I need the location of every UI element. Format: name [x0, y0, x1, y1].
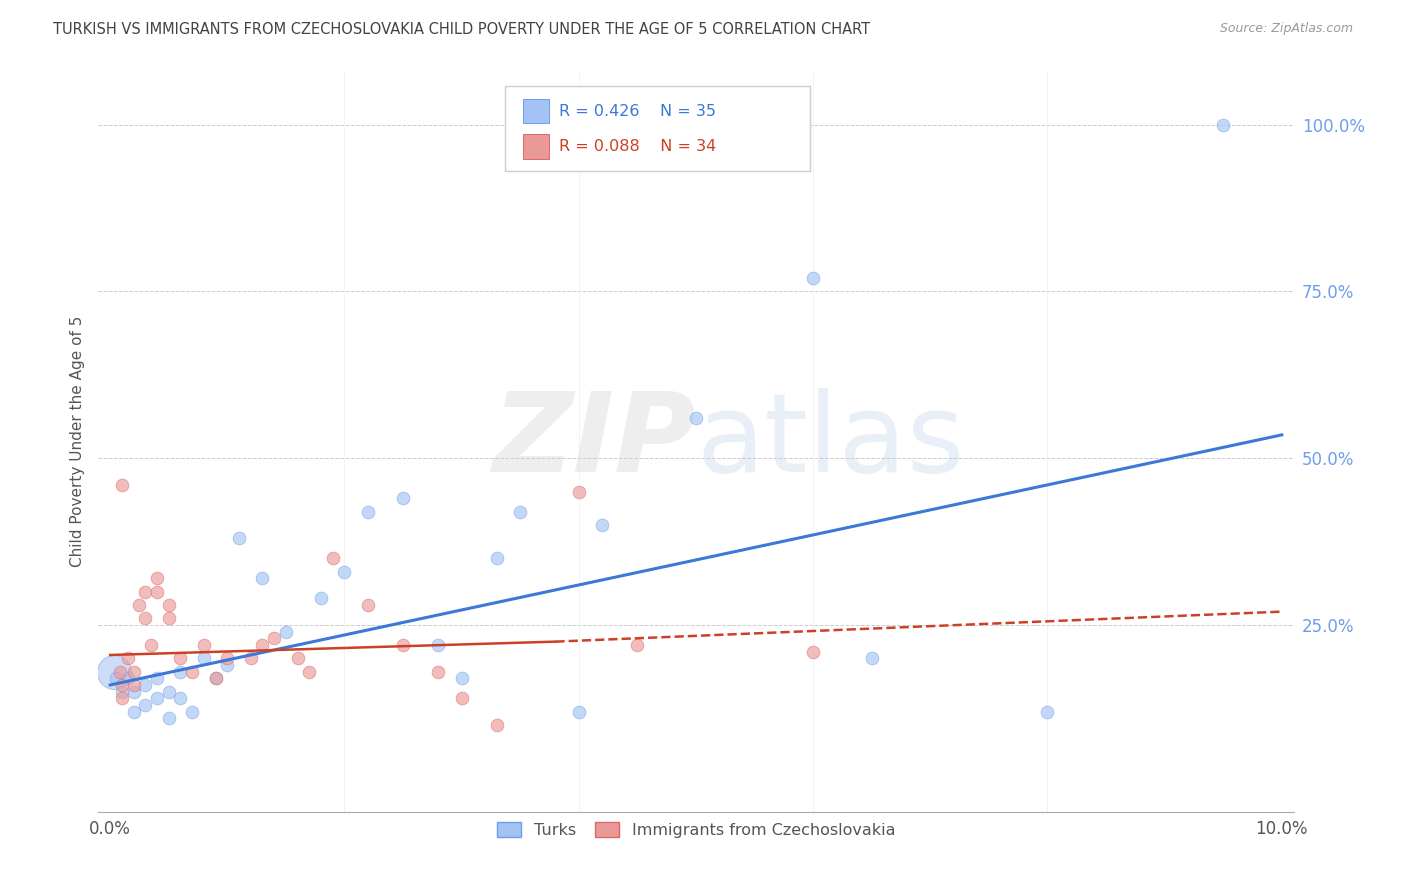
Point — [568, 484, 591, 499]
Point — [685, 411, 707, 425]
Point — [801, 645, 824, 659]
Legend: Turks, Immigrants from Czechoslovakia: Turks, Immigrants from Czechoslovakia — [491, 816, 901, 845]
Point — [217, 657, 239, 672]
Point — [287, 651, 309, 665]
Point — [157, 711, 180, 725]
Point — [111, 684, 134, 698]
Point — [134, 611, 156, 625]
Point — [239, 651, 262, 665]
Point — [117, 671, 139, 685]
Point — [298, 665, 321, 679]
Point — [111, 678, 134, 692]
Point — [157, 611, 180, 625]
Bar — [523, 99, 548, 123]
Text: TURKISH VS IMMIGRANTS FROM CZECHOSLOVAKIA CHILD POVERTY UNDER THE AGE OF 5 CORRE: TURKISH VS IMMIGRANTS FROM CZECHOSLOVAKI… — [53, 22, 870, 37]
Point — [450, 691, 472, 706]
Point — [274, 624, 297, 639]
Point — [169, 691, 191, 706]
Point — [252, 638, 274, 652]
Point — [111, 478, 134, 492]
Point — [134, 584, 156, 599]
Point — [450, 671, 472, 685]
Point — [105, 671, 128, 685]
Point — [146, 584, 169, 599]
Point — [169, 651, 191, 665]
Bar — [523, 135, 548, 159]
Point — [181, 705, 204, 719]
Point — [801, 271, 824, 285]
Point — [1036, 705, 1059, 719]
Point — [103, 665, 125, 679]
Point — [252, 571, 274, 585]
Point — [427, 665, 450, 679]
Point — [193, 638, 215, 652]
Text: Source: ZipAtlas.com: Source: ZipAtlas.com — [1219, 22, 1353, 36]
Point — [357, 598, 380, 612]
Point — [392, 491, 415, 506]
Point — [193, 651, 215, 665]
Point — [146, 691, 169, 706]
Point — [427, 638, 450, 652]
Point — [568, 705, 591, 719]
Point — [157, 684, 180, 698]
Point — [181, 665, 204, 679]
Point — [122, 665, 145, 679]
Point — [228, 531, 250, 545]
FancyBboxPatch shape — [505, 87, 810, 171]
Point — [111, 691, 134, 706]
Text: atlas: atlas — [696, 388, 965, 495]
Point — [108, 665, 131, 679]
Point — [117, 651, 139, 665]
Point — [333, 565, 356, 579]
Point — [169, 665, 191, 679]
Text: R = 0.426    N = 35: R = 0.426 N = 35 — [558, 103, 716, 119]
Point — [357, 505, 380, 519]
Point — [146, 571, 169, 585]
Point — [146, 671, 169, 685]
Point — [1212, 118, 1234, 132]
Point — [392, 638, 415, 652]
Point — [509, 505, 531, 519]
Point — [217, 651, 239, 665]
Point — [157, 598, 180, 612]
Point — [626, 638, 648, 652]
Point — [263, 632, 285, 646]
Point — [591, 517, 613, 532]
Text: ZIP: ZIP — [492, 388, 696, 495]
Point — [204, 671, 226, 685]
Y-axis label: Child Poverty Under the Age of 5: Child Poverty Under the Age of 5 — [69, 316, 84, 567]
Point — [485, 718, 508, 732]
Point — [204, 671, 226, 685]
Point — [134, 698, 156, 712]
Point — [122, 678, 145, 692]
Point — [860, 651, 883, 665]
Point — [309, 591, 332, 606]
Point — [485, 551, 508, 566]
Point — [122, 705, 145, 719]
Point — [322, 551, 344, 566]
Point — [128, 598, 150, 612]
Point — [122, 684, 145, 698]
Text: R = 0.088    N = 34: R = 0.088 N = 34 — [558, 139, 716, 154]
Point — [134, 678, 156, 692]
Point — [141, 638, 163, 652]
